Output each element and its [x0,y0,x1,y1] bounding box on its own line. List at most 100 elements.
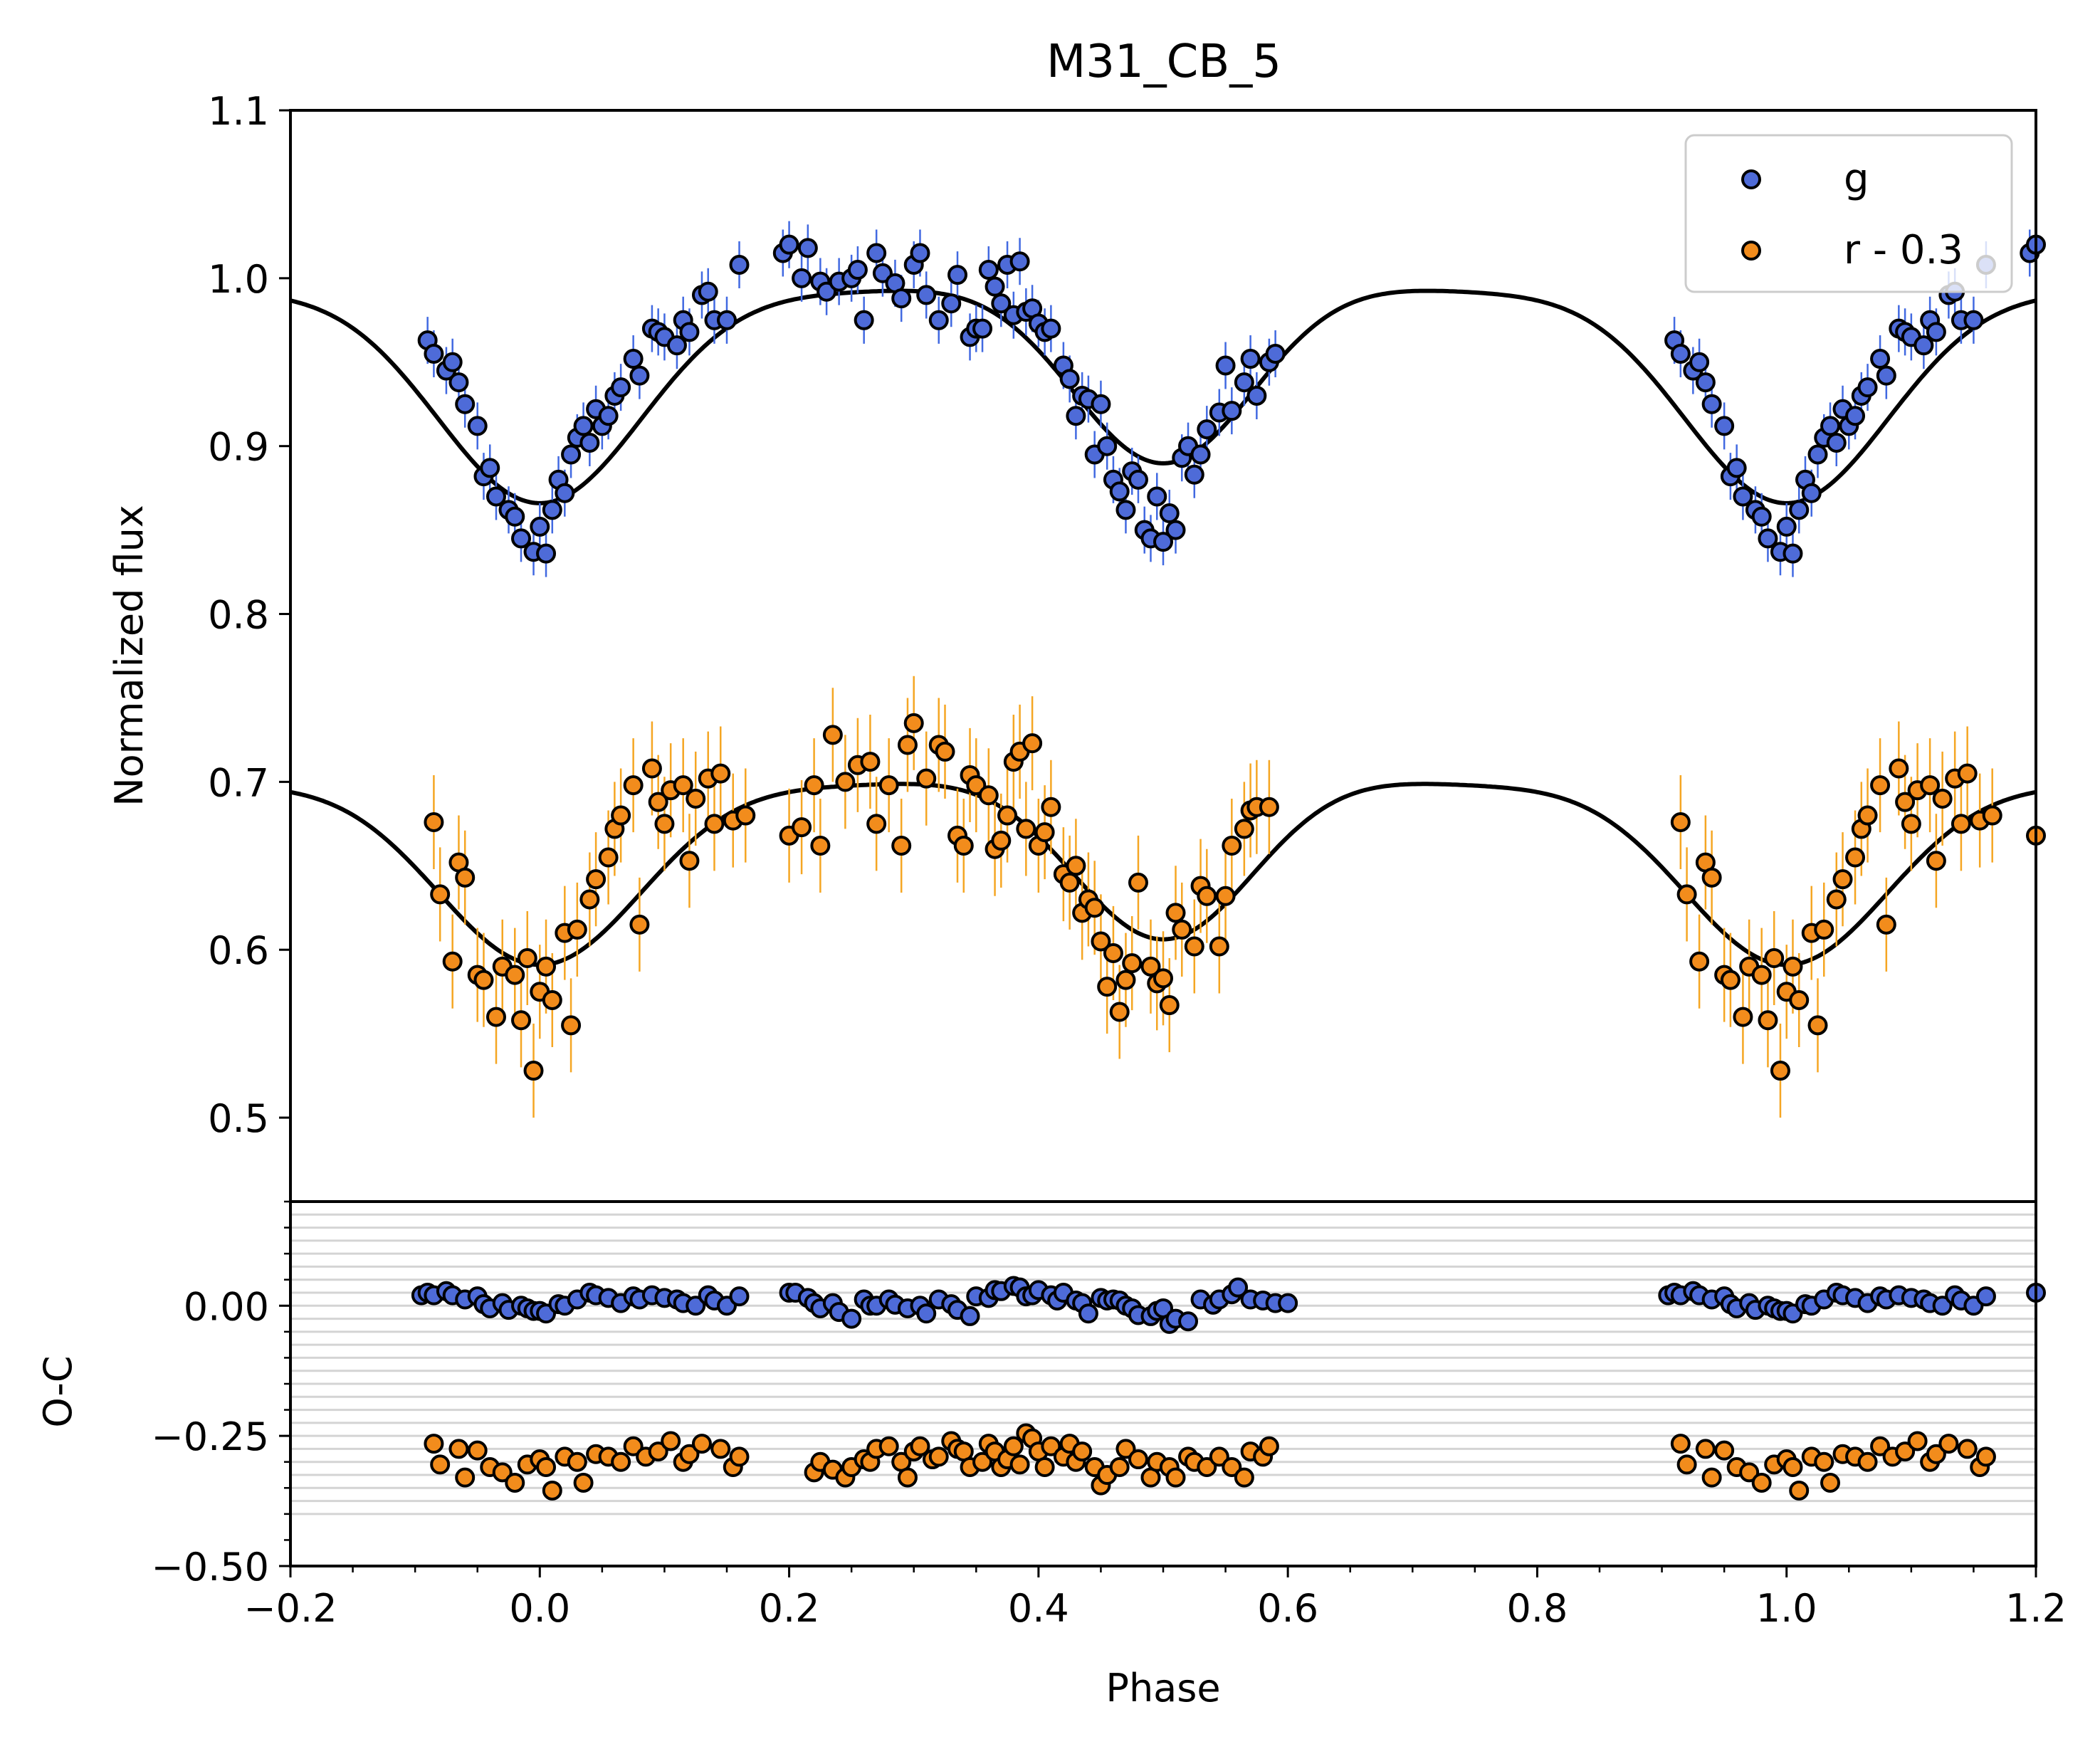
r-point [1789,989,1810,1010]
g-point [424,343,444,364]
g-point [1041,318,1061,339]
r-residual-point [1259,1436,1279,1456]
phase-x-tick-label: −0.2 [243,1586,337,1631]
g-point [1695,372,1716,393]
r-point [424,811,444,832]
g-point [717,310,737,330]
g-point [1009,251,1030,272]
r-point [953,836,974,856]
r-point [735,805,756,826]
r-residual-point [1034,1457,1055,1478]
phase-x-tick-label: 0.2 [759,1586,820,1631]
r-point [1670,811,1691,832]
r-point [1920,775,1941,796]
r-point [1807,1015,1828,1036]
r-residual-point [972,1451,993,1472]
r-residual-point [1957,1439,1978,1459]
g-point [698,281,718,302]
r-point [511,1010,532,1031]
r-residual-point [492,1462,513,1483]
g-point [797,238,818,258]
r-residual-point [1009,1454,1030,1475]
r-point [1689,951,1710,972]
legend-label-r: r - 0.3 [1844,227,1963,273]
r-point [792,817,812,838]
r-point [903,713,924,733]
g-point [561,444,582,465]
g-point [1115,500,1136,520]
r-residual-point [1676,1454,1697,1475]
r-point [536,956,557,977]
g-residual-point [916,1303,937,1324]
g-point [1801,483,1822,503]
r-point [579,889,600,910]
g-point [1701,394,1722,414]
g-point [1733,486,1753,507]
r-residual-point [1870,1436,1891,1456]
g-point [947,265,968,285]
r-point [517,948,537,969]
r-point [866,814,887,834]
model-curve-g [290,288,2037,505]
r-point [878,775,899,796]
g-point [1109,481,1130,502]
g-point [1714,416,1735,436]
r-residual-point [536,1457,557,1478]
g-point [1165,520,1186,540]
g-point [1670,343,1691,364]
r-point [1733,1007,1753,1027]
g-point [729,254,750,275]
r-residual-point [648,1441,668,1462]
r-point [1172,919,1192,940]
r-point [966,775,987,796]
r-point [623,775,644,796]
g-point [1153,532,1173,552]
r-residual-point [1895,1441,1916,1462]
legend: g r - 0.3 [1684,134,2013,293]
r-point [1041,797,1061,817]
residual-panel: −0.50−0.250.00−0.2 0.0 0.2 0.4 0.6 0.8 1.0 1.2 … [36,1200,2067,1711]
residual-y-tick-label: 0.00 [184,1284,269,1329]
g-point [1147,486,1167,507]
r-point [1115,970,1136,990]
r-point [1259,797,1279,817]
r-residual-point [1789,1480,1810,1501]
r-residual-point [1670,1434,1691,1454]
r-residual-point [573,1472,594,1493]
g-residual-point [1228,1277,1249,1298]
r-point [1234,819,1254,839]
r-point [1103,942,1123,963]
g-point [530,516,550,537]
g-point [1758,528,1778,549]
r-residual-point [1041,1436,1061,1456]
r-residual-point [897,1467,918,1488]
r-point [1758,1010,1778,1031]
g-residual-point [686,1296,706,1316]
r-residual-point [1072,1441,1093,1462]
g-residual-point [729,1286,750,1307]
g-point [1215,355,1236,376]
g-point [891,288,912,309]
r-point [654,814,675,834]
phase-x-tick-label: 1.0 [1756,1586,1817,1631]
r-point [1870,775,1891,796]
g-point [1222,401,1242,421]
phase-x-tick-label: 0.4 [1008,1586,1069,1631]
r-point [1140,956,1161,977]
r-point [1720,970,1741,990]
r-residual-point [661,1431,681,1451]
r-point [648,792,668,812]
g-point [910,243,930,263]
g-point [1240,349,1261,369]
r-point [686,788,706,809]
r-residual-point [567,1451,587,1472]
r-residual-point [1222,1457,1242,1478]
g-point [598,406,619,426]
r-point [1895,792,1916,812]
g-point [485,486,506,507]
g-point [1820,416,1841,436]
r-point [641,758,662,779]
r-point [804,775,824,796]
r-point [542,989,562,1010]
g-point [455,394,476,414]
